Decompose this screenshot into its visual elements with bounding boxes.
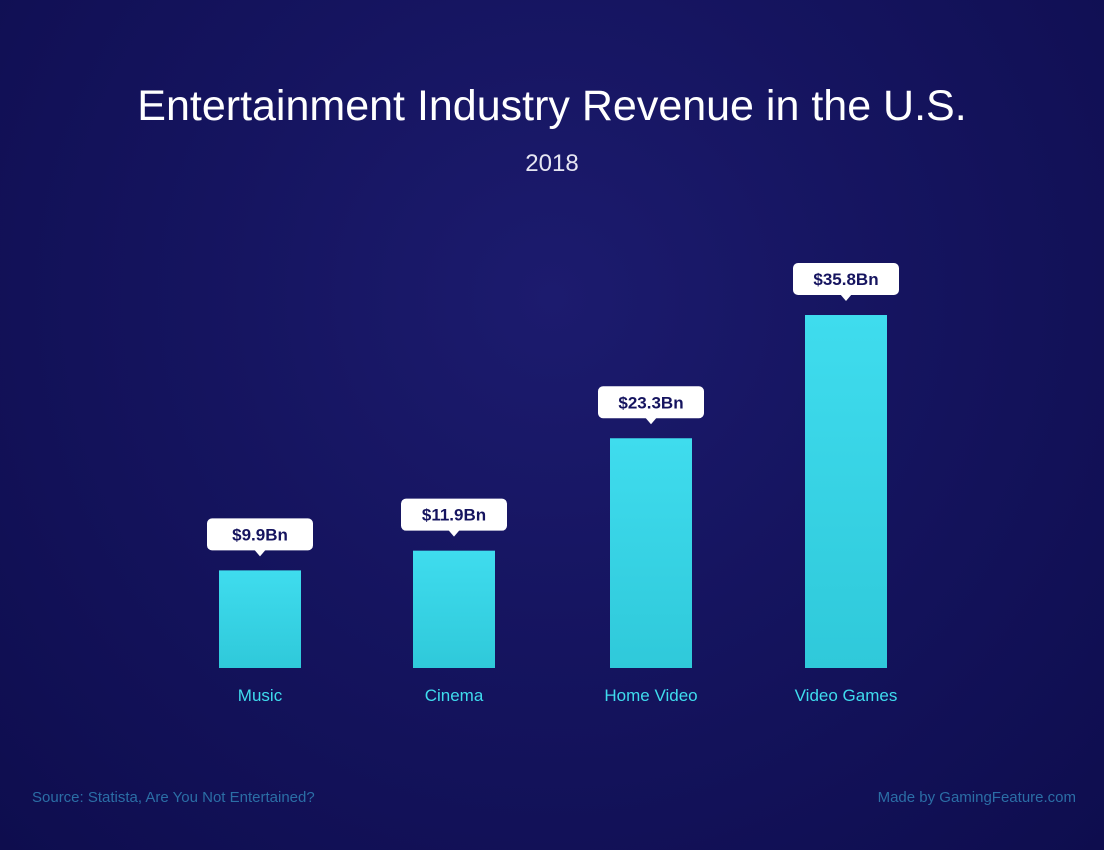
bar-cinema <box>413 550 495 668</box>
data-label-pointer <box>448 529 460 537</box>
bar-video-games <box>805 315 887 668</box>
data-label-bubble <box>207 518 313 551</box>
data-label: $23.3Bn <box>618 393 683 412</box>
data-label-pointer <box>254 549 266 557</box>
data-label-pointer <box>840 294 852 302</box>
chart-subtitle: 2018 <box>525 150 579 177</box>
data-label-pointer <box>645 417 657 425</box>
data-label: $11.9Bn <box>422 506 486 525</box>
data-label-bubble <box>401 498 507 531</box>
source-note: Source: Statista, Are You Not Entertaine… <box>32 789 315 806</box>
data-label: $9.9Bn <box>232 525 288 544</box>
credit-note: Made by GamingFeature.com <box>877 789 1076 806</box>
chart-title: Entertainment Industry Revenue in the U.… <box>137 82 967 130</box>
data-label: $35.8Bn <box>813 270 878 289</box>
bar-home-video <box>610 438 692 668</box>
category-label: Video Games <box>795 686 898 705</box>
category-label: Cinema <box>425 686 484 705</box>
data-label-bubble <box>793 263 899 296</box>
bar-music <box>219 570 301 668</box>
category-label: Home Video <box>604 686 697 705</box>
data-label-bubble <box>598 386 704 419</box>
category-label: Music <box>238 686 283 705</box>
